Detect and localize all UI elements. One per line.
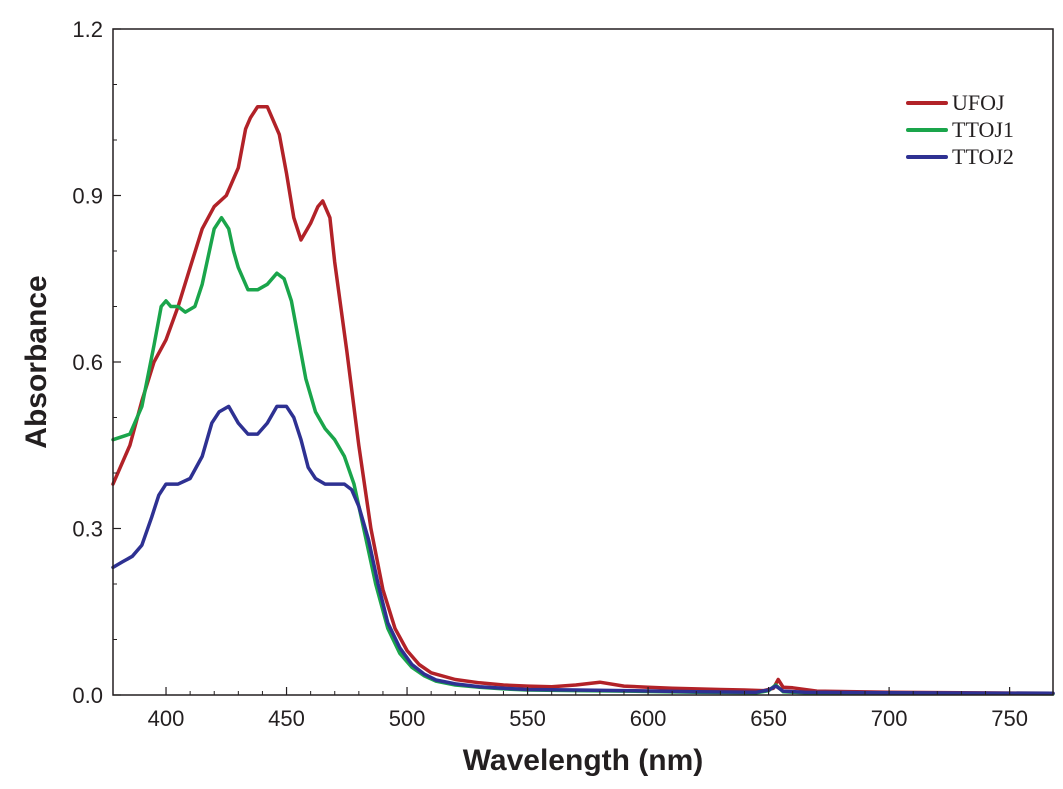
y-axis-ticks: 0.0 0.3 0.6 0.9 1.2 [72, 17, 121, 708]
x-tick-label: 700 [871, 706, 908, 731]
x-tick-label: 650 [750, 706, 787, 731]
x-axis-title: Wavelength (nm) [463, 744, 704, 777]
legend-label-ttoj2: TTOJ2 [952, 144, 1014, 169]
y-tick-label: 0.9 [72, 184, 103, 209]
y-axis-title: Absorbance [20, 275, 53, 448]
legend-label-ttoj1: TTOJ1 [952, 117, 1014, 142]
y-tick-label: 0.6 [72, 350, 103, 375]
x-tick-label: 550 [509, 706, 546, 731]
y-tick-label: 0.0 [72, 683, 103, 708]
series-line-ttoj1 [111, 215, 1055, 696]
series-layer [111, 104, 1055, 696]
x-tick-label: 600 [630, 706, 667, 731]
x-tick-label: 750 [991, 706, 1028, 731]
series-line-ufoj [111, 104, 1055, 696]
series-line-ttoj2 [111, 404, 1055, 696]
x-axis-ticks: 400 450 500 550 600 650 700 750 [148, 687, 1028, 731]
x-tick-label: 500 [389, 706, 426, 731]
legend-label-ufoj: UFOJ [952, 90, 1005, 115]
x-tick-label: 450 [268, 706, 305, 731]
y-tick-label: 0.3 [72, 517, 103, 542]
x-tick-label: 400 [148, 706, 185, 731]
y-tick-label: 1.2 [72, 17, 103, 42]
